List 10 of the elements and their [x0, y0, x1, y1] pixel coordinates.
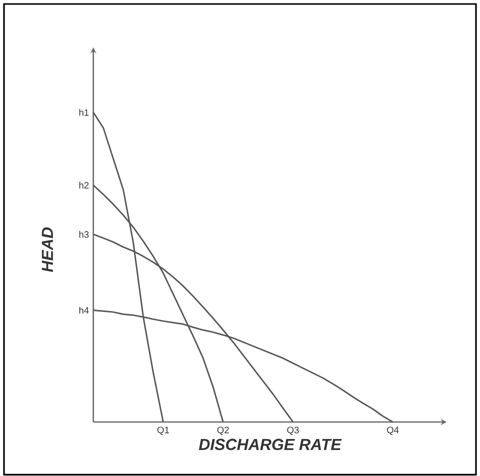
x-tick-label: Q3 — [287, 426, 299, 435]
text: h3 — [79, 230, 89, 238]
text: h1 — [79, 108, 89, 116]
x-tick-label: Q1 — [157, 426, 169, 435]
text: h4 — [79, 306, 89, 314]
text: h2 — [79, 182, 89, 188]
x-tick-label: Q2 — [217, 426, 229, 435]
y-axis-title: HEAD — [42, 227, 53, 272]
x-axis-title: DISCHARGE RATE — [198, 438, 342, 450]
x-tick-label: Q4 — [386, 426, 399, 435]
